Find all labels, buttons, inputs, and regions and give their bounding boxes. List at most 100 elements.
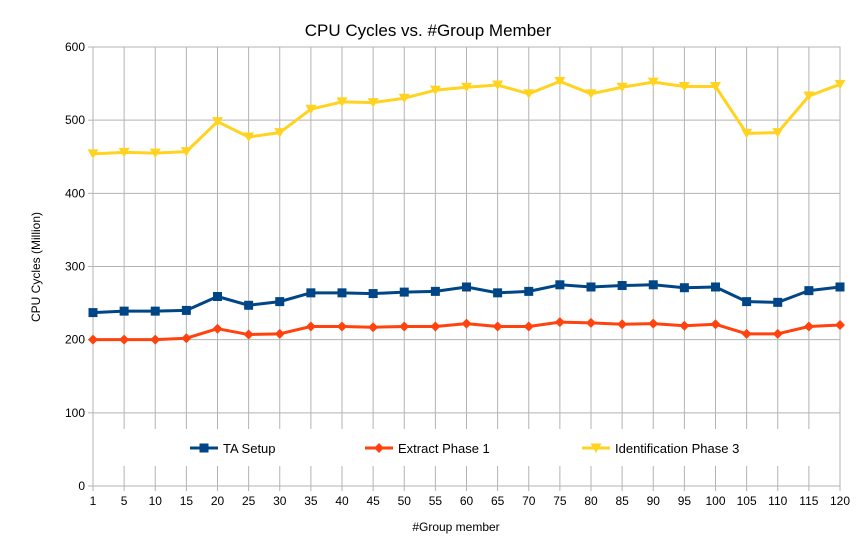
x-tick-label: 10: [149, 494, 163, 508]
legend-item: Extract Phase 1: [365, 441, 490, 456]
data-point: [834, 79, 846, 90]
data-point: [212, 117, 223, 127]
data-point: [88, 308, 98, 318]
data-point: [398, 93, 410, 104]
data-point: [306, 288, 316, 298]
data-point: [804, 286, 814, 296]
data-point: [180, 147, 192, 157]
x-tick-label: 100: [705, 494, 725, 508]
data-point: [429, 85, 441, 96]
data-point: [554, 76, 566, 87]
x-tick-label: 115: [799, 494, 818, 508]
y-axis-label: CPU Cycles (Million): [29, 212, 43, 322]
x-tick-label: 110: [768, 494, 787, 508]
data-point: [181, 305, 191, 315]
data-point: [523, 89, 535, 99]
legend-item: Identification Phase 3: [582, 441, 739, 456]
x-tick-label: 75: [553, 494, 567, 508]
data-point: [243, 329, 254, 340]
y-tick-label: 300: [65, 260, 85, 274]
x-tick-label: 70: [522, 494, 536, 508]
x-tick-label: 105: [737, 494, 757, 508]
data-point: [679, 283, 689, 293]
data-point: [430, 286, 440, 296]
x-tick-label: 5: [121, 494, 128, 508]
data-point: [741, 128, 753, 139]
data-point: [149, 148, 161, 159]
legend-label: Identification Phase 3: [615, 441, 739, 456]
x-tick-label: 30: [273, 494, 287, 508]
data-point: [679, 320, 690, 331]
x-tick-label: 120: [830, 494, 850, 508]
gridlines: [93, 47, 840, 486]
data-point: [368, 322, 379, 333]
data-point: [275, 297, 285, 307]
x-tick-label: 95: [678, 494, 692, 508]
data-point: [119, 334, 130, 345]
legend-swatch-marker: [590, 443, 602, 453]
series-group: [87, 76, 846, 345]
data-point: [585, 89, 597, 99]
data-point: [616, 82, 628, 93]
data-point: [710, 319, 721, 330]
data-point: [181, 333, 192, 344]
data-point: [212, 323, 223, 334]
series-identification-phase-3: [87, 76, 846, 159]
x-tick-label: 55: [429, 494, 443, 508]
data-point: [803, 91, 815, 102]
x-tick-label: 25: [242, 494, 256, 508]
data-point: [554, 317, 565, 328]
legend-swatch-marker: [374, 443, 384, 453]
data-point: [803, 321, 814, 332]
y-tick-label: 0: [78, 479, 85, 493]
data-point: [462, 282, 471, 292]
y-tick-label: 200: [65, 333, 85, 347]
data-point: [741, 328, 752, 339]
data-point: [88, 334, 98, 345]
data-point: [523, 321, 534, 332]
x-tick-label: 40: [335, 494, 349, 508]
data-point: [710, 82, 721, 92]
x-tick-label: 45: [366, 494, 380, 508]
data-point: [461, 82, 472, 93]
data-point: [492, 80, 504, 91]
legend-swatch-marker: [199, 443, 209, 453]
y-tick-label: 100: [65, 406, 85, 420]
data-point: [648, 318, 659, 329]
x-tick-label: 35: [304, 494, 318, 508]
data-point: [678, 82, 690, 92]
x-tick-label: 50: [398, 494, 412, 508]
data-point: [87, 149, 99, 159]
data-point: [773, 297, 783, 307]
x-tick-label: 90: [647, 494, 661, 508]
data-point: [150, 334, 161, 345]
data-point: [742, 297, 752, 307]
legend-label: Extract Phase 1: [398, 441, 490, 456]
data-point: [492, 321, 503, 332]
x-tick-label: 15: [180, 494, 194, 508]
data-point: [119, 306, 129, 316]
y-tick-label: 400: [65, 186, 85, 200]
y-axis-ticks: 0 100 200 300 400 500 600: [65, 40, 93, 493]
data-point: [243, 132, 255, 142]
data-point: [835, 282, 845, 292]
series-extract-phase-1: [88, 317, 845, 345]
data-point: [586, 282, 596, 292]
data-point: [617, 281, 627, 291]
x-tick-label: 20: [211, 494, 225, 508]
data-point: [337, 288, 347, 298]
y-tick-label: 600: [65, 40, 85, 54]
data-point: [305, 321, 316, 332]
data-point: [648, 280, 658, 290]
data-point: [835, 320, 845, 331]
data-point: [399, 321, 410, 332]
legend-item: TA Setup: [190, 441, 276, 456]
y-tick-label: 500: [65, 113, 85, 127]
data-point: [711, 282, 720, 292]
data-point: [524, 286, 534, 296]
data-point: [772, 128, 784, 138]
data-point: [555, 280, 565, 290]
data-point: [336, 97, 348, 107]
x-tick-label: 65: [491, 494, 505, 508]
